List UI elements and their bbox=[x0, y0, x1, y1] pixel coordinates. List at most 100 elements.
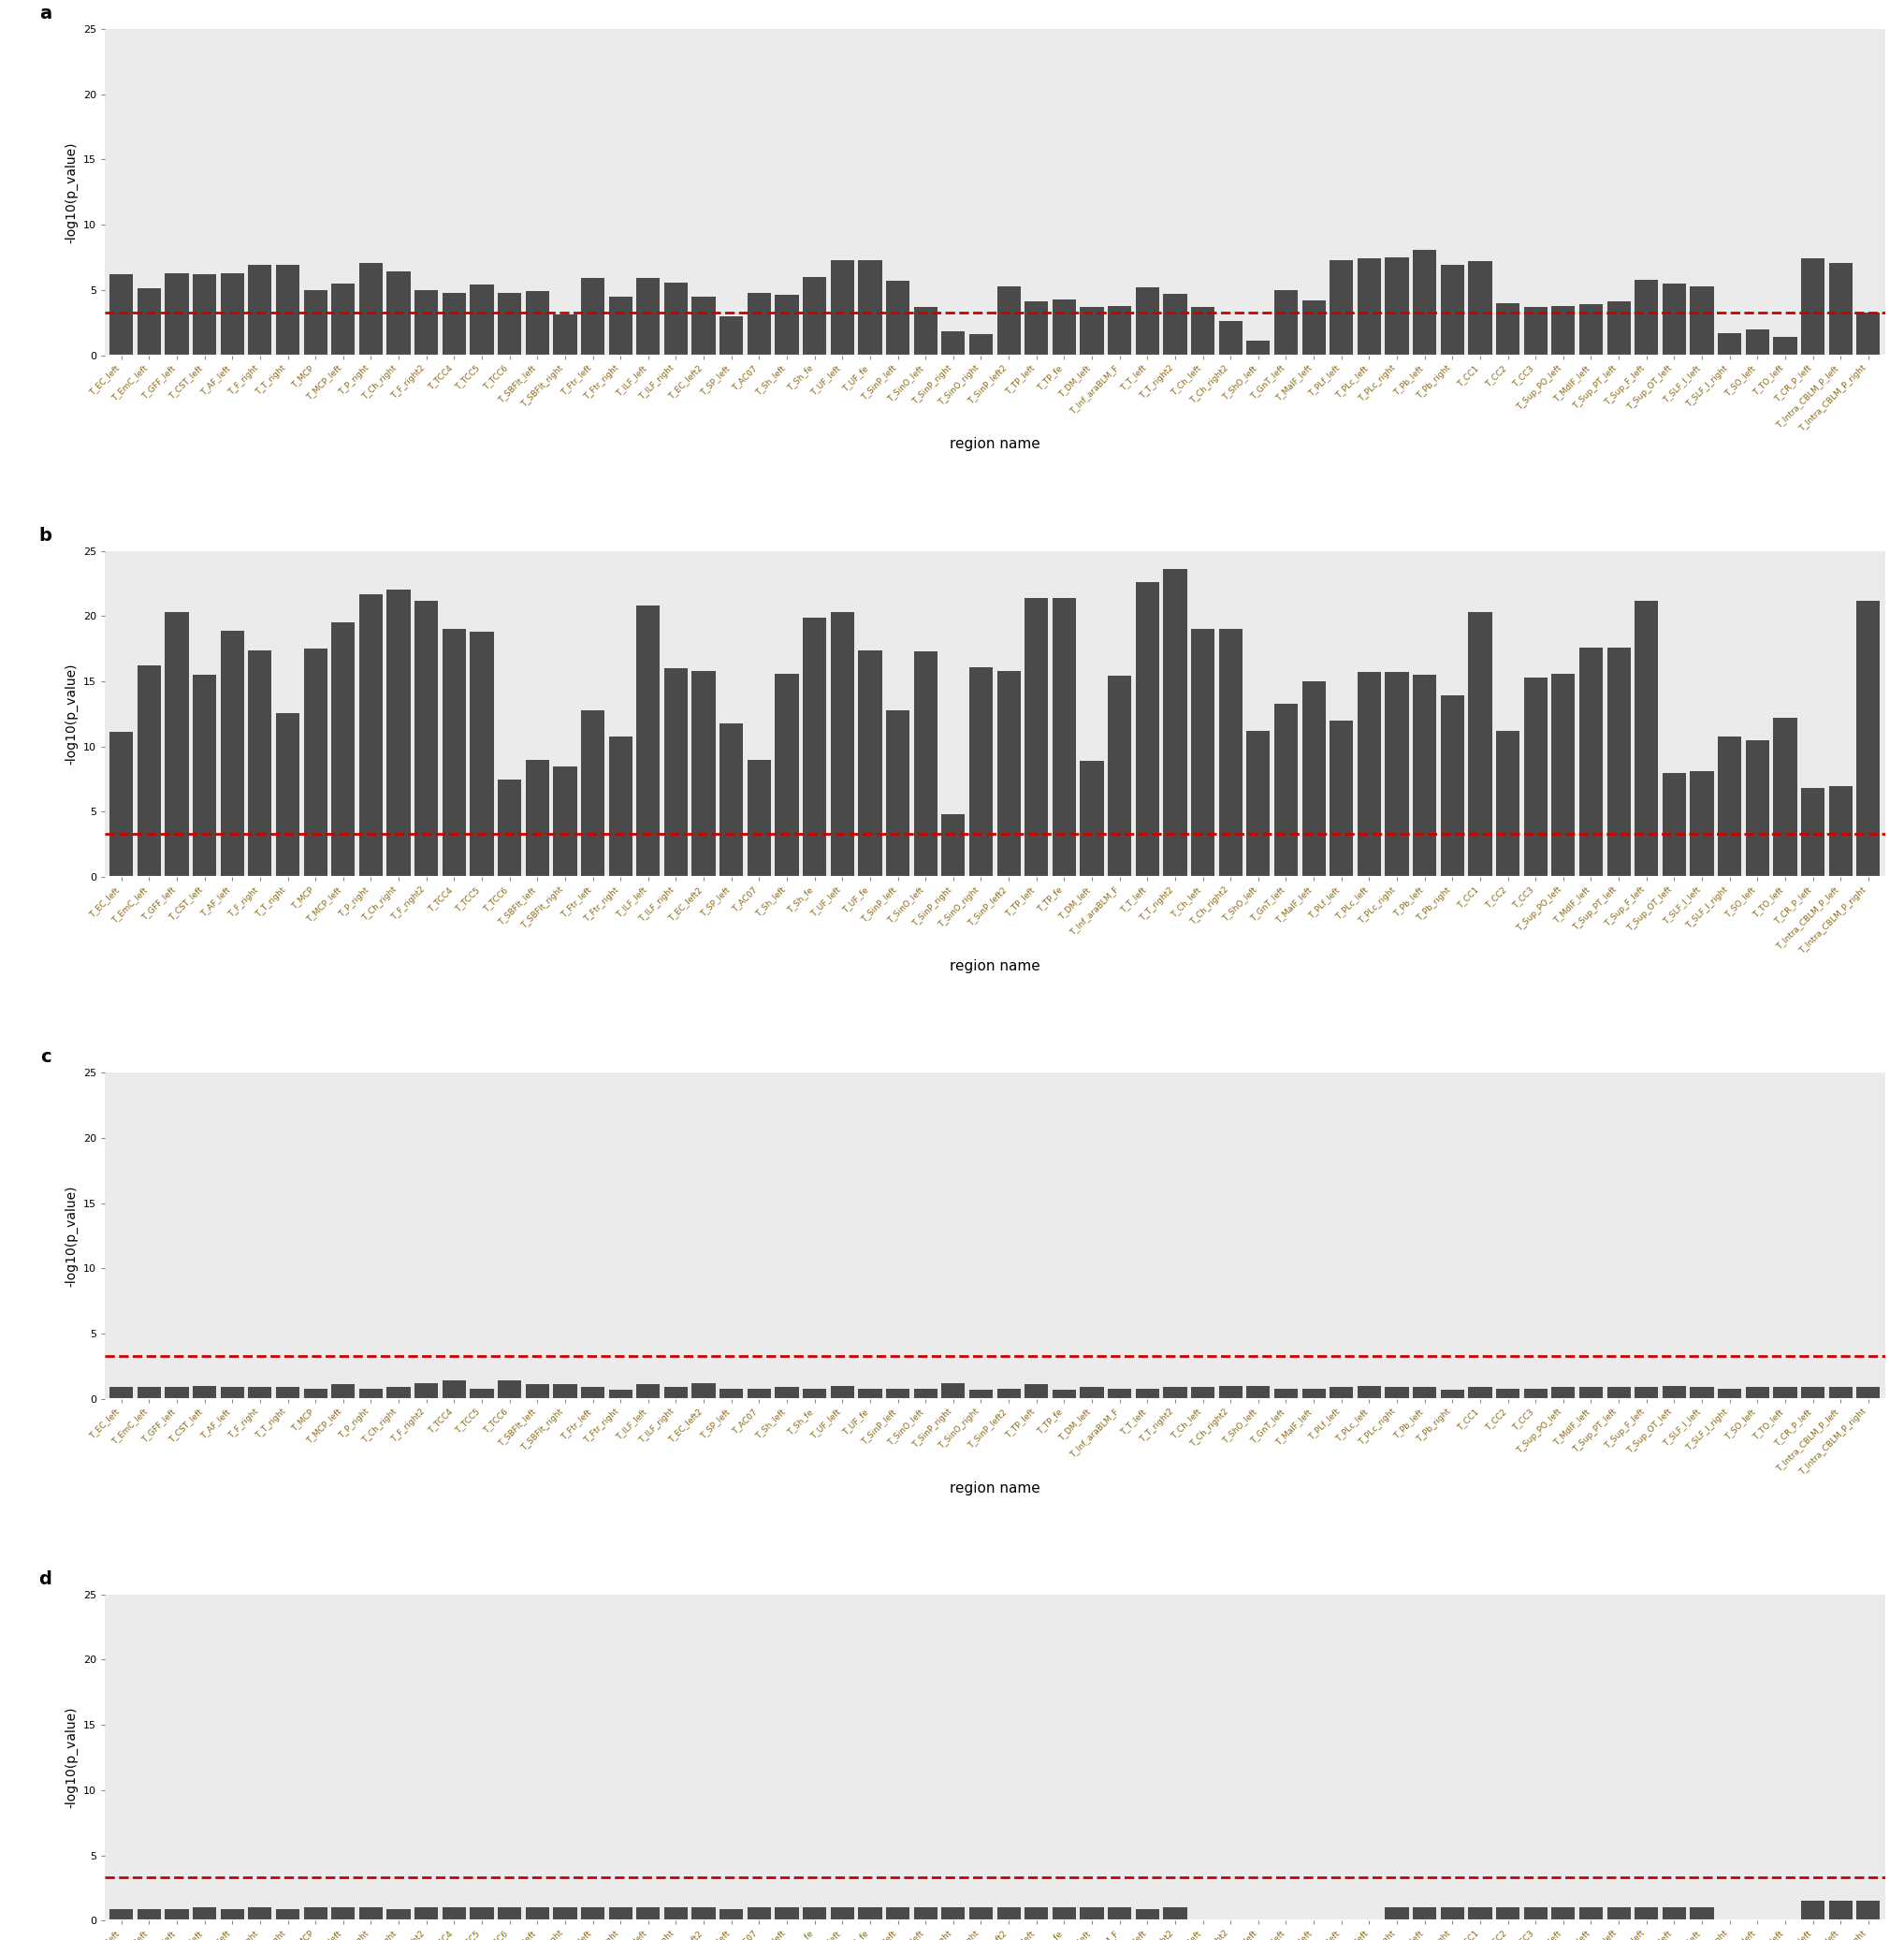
Bar bbox=[442, 629, 466, 877]
Bar bbox=[581, 277, 605, 355]
Text: c: c bbox=[40, 1048, 51, 1067]
Bar bbox=[1329, 1387, 1354, 1399]
Bar bbox=[1468, 262, 1493, 355]
Bar bbox=[442, 293, 466, 355]
Bar bbox=[1856, 1901, 1879, 1921]
Bar bbox=[775, 1387, 798, 1399]
Bar bbox=[1691, 1907, 1714, 1921]
Bar bbox=[1691, 285, 1714, 355]
Bar bbox=[859, 1907, 882, 1921]
Bar bbox=[303, 1907, 327, 1921]
Bar bbox=[497, 293, 522, 355]
Bar bbox=[581, 1387, 605, 1399]
Bar bbox=[803, 1907, 826, 1921]
Bar bbox=[609, 297, 632, 355]
Bar bbox=[581, 710, 605, 877]
Bar bbox=[331, 283, 354, 355]
Bar bbox=[885, 1907, 910, 1921]
Bar bbox=[941, 1383, 965, 1399]
Bar bbox=[609, 1389, 632, 1399]
Bar bbox=[1578, 1907, 1603, 1921]
Bar bbox=[803, 277, 826, 355]
Bar bbox=[775, 1907, 798, 1921]
Bar bbox=[720, 724, 743, 877]
Bar bbox=[748, 293, 771, 355]
Bar bbox=[1773, 718, 1797, 877]
Bar bbox=[470, 632, 493, 877]
Bar bbox=[303, 1389, 327, 1399]
Bar bbox=[387, 590, 411, 877]
Bar bbox=[941, 332, 965, 355]
Bar bbox=[1691, 1387, 1714, 1399]
Bar bbox=[166, 1387, 188, 1399]
Y-axis label: -log10(p_value): -log10(p_value) bbox=[65, 663, 78, 764]
Bar bbox=[1080, 1387, 1104, 1399]
Bar bbox=[1773, 338, 1797, 355]
Y-axis label: -log10(p_value): -log10(p_value) bbox=[65, 142, 78, 242]
Bar bbox=[1302, 1389, 1325, 1399]
Bar bbox=[331, 623, 354, 877]
Bar bbox=[470, 285, 493, 355]
Bar bbox=[609, 1907, 632, 1921]
Bar bbox=[1468, 1387, 1493, 1399]
Bar bbox=[192, 1907, 217, 1921]
Bar bbox=[636, 277, 661, 355]
Bar bbox=[1053, 1389, 1076, 1399]
Bar bbox=[387, 1909, 411, 1921]
Bar bbox=[526, 1385, 548, 1399]
Text: a: a bbox=[40, 4, 51, 23]
Bar bbox=[1024, 598, 1049, 877]
Bar bbox=[1384, 1387, 1409, 1399]
Bar bbox=[192, 675, 217, 877]
Bar bbox=[720, 1909, 743, 1921]
Bar bbox=[1552, 1387, 1575, 1399]
Bar bbox=[1219, 629, 1241, 877]
Bar bbox=[1468, 613, 1493, 877]
Bar bbox=[1801, 1387, 1824, 1399]
Bar bbox=[554, 314, 577, 355]
Bar bbox=[110, 731, 133, 877]
Bar bbox=[276, 1909, 299, 1921]
Bar bbox=[1053, 299, 1076, 355]
Bar bbox=[914, 307, 937, 355]
Bar bbox=[1717, 735, 1742, 877]
Bar bbox=[885, 710, 910, 877]
Bar bbox=[360, 594, 383, 877]
Bar bbox=[1523, 307, 1548, 355]
Bar bbox=[969, 1389, 992, 1399]
Bar bbox=[276, 266, 299, 355]
Bar bbox=[1662, 1907, 1687, 1921]
Bar bbox=[1801, 788, 1824, 877]
Bar bbox=[1636, 279, 1658, 355]
Bar bbox=[830, 1385, 855, 1399]
Bar bbox=[1024, 303, 1049, 355]
Bar bbox=[664, 281, 687, 355]
Bar bbox=[1274, 289, 1299, 355]
Bar bbox=[1801, 1901, 1824, 1921]
Bar bbox=[1578, 1387, 1603, 1399]
Bar bbox=[1801, 258, 1824, 355]
Bar bbox=[221, 630, 244, 877]
Bar bbox=[1497, 303, 1519, 355]
Bar bbox=[1441, 266, 1464, 355]
Bar bbox=[1662, 1385, 1687, 1399]
Bar bbox=[1329, 260, 1354, 355]
Bar bbox=[1856, 601, 1879, 877]
Bar bbox=[1192, 1387, 1215, 1399]
Bar bbox=[941, 1907, 965, 1921]
Bar bbox=[1662, 283, 1687, 355]
Bar bbox=[1523, 1389, 1548, 1399]
Bar bbox=[1746, 1387, 1769, 1399]
Bar bbox=[1163, 568, 1186, 877]
Bar bbox=[914, 1389, 937, 1399]
Bar bbox=[470, 1389, 493, 1399]
Bar bbox=[998, 1389, 1021, 1399]
Bar bbox=[1607, 1907, 1630, 1921]
Bar bbox=[775, 295, 798, 355]
Bar bbox=[387, 272, 411, 355]
Bar bbox=[1413, 1907, 1436, 1921]
Bar bbox=[636, 605, 661, 877]
Bar bbox=[166, 274, 188, 355]
Bar bbox=[969, 1907, 992, 1921]
Bar bbox=[192, 274, 217, 355]
